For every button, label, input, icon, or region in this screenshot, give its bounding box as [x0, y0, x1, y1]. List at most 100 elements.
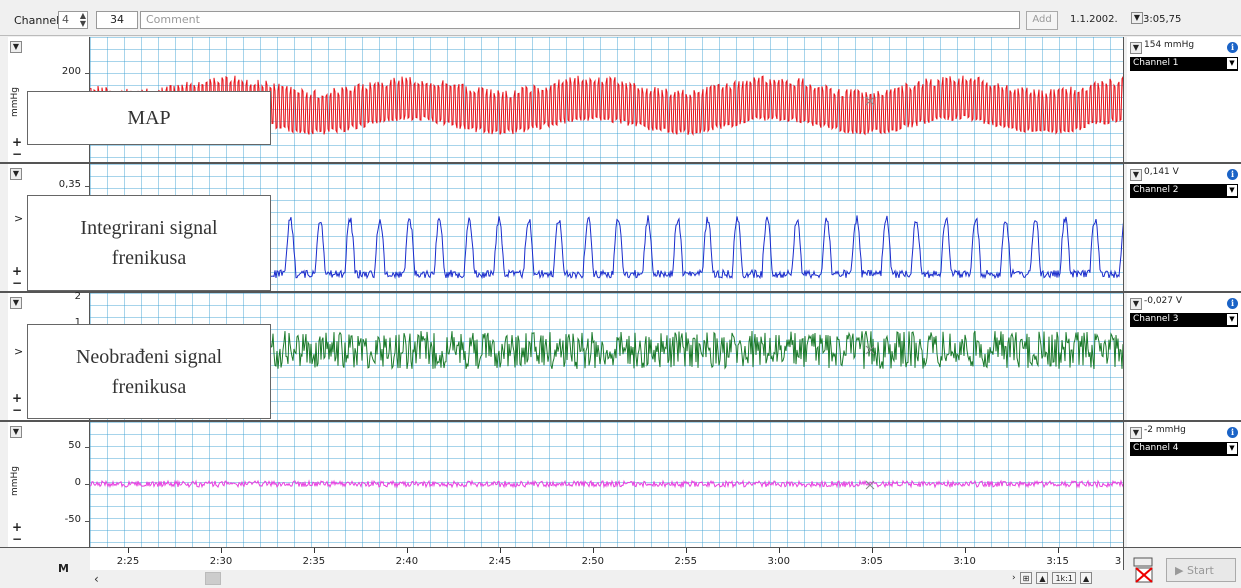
info-icon[interactable]: i: [1227, 427, 1238, 438]
time-tick: [220, 548, 222, 553]
channel-1-axis-menu-icon[interactable]: ▼: [10, 41, 22, 53]
channel-3-readout-dropdown-icon[interactable]: ▼: [1130, 298, 1142, 310]
expand-icon[interactable]: ▲: [1079, 572, 1093, 584]
channel-2-zoom-out-icon[interactable]: −: [12, 276, 23, 290]
add-comment-button[interactable]: Add: [1026, 11, 1058, 30]
time-tick-label: 2:25: [116, 556, 140, 567]
channel-2-side: ▼ 0,141 V i Channel 2 ▼: [1127, 164, 1241, 291]
spinner-arrows-icon[interactable]: ▲ ▼: [79, 11, 86, 28]
time-tick-label: 3:05: [860, 556, 883, 567]
channel-3-tick-2: 2: [74, 291, 81, 302]
channel-1-readout-dropdown-icon[interactable]: ▼: [1130, 42, 1142, 54]
channel-4-selector[interactable]: Channel 4 ▼: [1130, 442, 1238, 456]
channel-1-series: [90, 75, 1123, 137]
channel-4-tick-minus-50: -50: [64, 514, 81, 525]
channel-1-unit: mmHg: [10, 86, 20, 117]
info-icon[interactable]: i: [1227, 42, 1238, 53]
bottom-tools: › ⊞ ▲ 1k:1 ▲: [1012, 572, 1093, 584]
time-tick: [1057, 548, 1059, 553]
channel-1-cursor-marker: [865, 96, 875, 106]
time-tick: [685, 548, 687, 553]
channel-3-panel: ▼ 2 1 > + − ▼ -0,027 V i Channel 3 ▼ Neo…: [0, 291, 1241, 422]
channel-4-zoom-in-icon[interactable]: +: [12, 520, 23, 534]
time-tick-label: 3:10: [953, 556, 976, 567]
channel-4-readout: -2 mmHg: [1144, 425, 1186, 435]
channel-1-zoom-in-icon[interactable]: +: [12, 135, 23, 149]
scroll-left-icon[interactable]: ‹: [94, 572, 99, 586]
channel-1-zoom-out-icon[interactable]: −: [12, 147, 23, 161]
time-axis-bar: M 2:25 2:30 2:35 2:40 2:45 2:50 2:55 3:00 3:05 3:…: [0, 548, 1241, 588]
time-tick-label: 3:00: [767, 556, 790, 567]
channel-1-panel: ▼ mmHg 200 + − ▼ 154 mmHg i Channel 1 ▼ …: [0, 37, 1241, 164]
time-tick-label: 2:45: [488, 556, 512, 567]
cursor-time: 3:05,75: [1143, 14, 1182, 25]
block-number-field[interactable]: 34: [96, 11, 138, 29]
channel-1-name: Channel 1: [1133, 58, 1179, 68]
info-icon[interactable]: i: [1227, 298, 1238, 309]
play-icon: ▶: [1175, 564, 1184, 577]
time-dropdown-icon[interactable]: ▼: [1131, 12, 1143, 24]
channel-2-readout-dropdown-icon[interactable]: ▼: [1130, 169, 1142, 181]
channel-spinner[interactable]: 4 ▲ ▼: [58, 11, 88, 29]
channel-3-cursor-marker: [865, 345, 875, 355]
marker-icon[interactable]: M: [58, 562, 69, 575]
channel-2-panel: ▼ 0,35 > + − ▼ 0,141 V i Channel 2 ▼ Int…: [0, 164, 1241, 293]
time-tick: [499, 548, 501, 553]
time-tick: [778, 548, 780, 553]
channel-1-tick-200: 200: [61, 66, 81, 77]
channel-2-unit: >: [14, 212, 24, 225]
tick-mark: [85, 186, 89, 187]
time-tick-label: 2:35: [302, 556, 326, 567]
channel-2-selector[interactable]: Channel 2 ▼: [1130, 184, 1238, 198]
time-tick: [313, 548, 315, 553]
channel-3-axis-menu-icon[interactable]: ▼: [10, 297, 22, 309]
channel-3-side: ▼ -0,027 V i Channel 3 ▼: [1127, 293, 1241, 420]
tick-mark: [85, 447, 89, 448]
channel-1-trace: [90, 75, 1123, 137]
info-icon[interactable]: i: [1227, 169, 1238, 180]
compression-ratio[interactable]: 1k:1: [1052, 572, 1076, 584]
time-tick-label: 3: [1114, 556, 1122, 567]
raw-signal-annotation: Neobrađeni signal frenikusa: [27, 324, 271, 419]
channel-label: Channel:: [14, 14, 63, 27]
time-tick-label: 2:30: [209, 556, 233, 567]
raw-signal-line-1: Neobrađeni signal: [75, 345, 223, 368]
time-tick-label: 2:40: [395, 556, 419, 567]
chevron-down-icon: ▼: [1227, 58, 1237, 69]
channel-2-axis-menu-icon[interactable]: ▼: [10, 168, 22, 180]
channel-4-readout-dropdown-icon[interactable]: ▼: [1130, 427, 1142, 439]
fit-view-icon[interactable]: ⊞: [1019, 572, 1033, 584]
start-button[interactable]: ▶ Start: [1166, 558, 1236, 582]
toolbar: Channel: 4 ▲ ▼ 34 Comment Add 1.1.2002. ▼…: [0, 0, 1241, 36]
time-tick: [871, 548, 873, 553]
map-annotation: MAP: [27, 91, 271, 145]
channel-4-series: [90, 479, 1123, 489]
scrollbar-thumb[interactable]: [205, 572, 221, 585]
channel-1-selector[interactable]: Channel 1 ▼: [1130, 57, 1238, 71]
channel-4-axis: ▼ 50 0 -50 mmHg + −: [8, 422, 90, 547]
channel-4-side: ▼ -2 mmHg i Channel 4 ▼: [1127, 422, 1241, 547]
tick-mark: [85, 73, 89, 74]
channel-3-selector[interactable]: Channel 3 ▼: [1130, 313, 1238, 327]
channel-4-tick-50: 50: [68, 440, 81, 451]
channel-3-zoom-in-icon[interactable]: +: [12, 391, 23, 405]
channel-4-zoom-out-icon[interactable]: −: [12, 532, 23, 546]
integrated-signal-line-1: Integrirani signal: [80, 217, 218, 239]
channel-4-axis-menu-icon[interactable]: ▼: [10, 426, 22, 438]
channel-3-name: Channel 3: [1133, 314, 1179, 324]
time-tick: [592, 548, 594, 553]
recording-disabled-icon[interactable]: [1130, 556, 1160, 584]
channel-4-unit: mmHg: [10, 465, 20, 496]
chevron-down-icon: ▼: [1227, 185, 1237, 196]
channel-4-plot[interactable]: [90, 422, 1124, 547]
compress-icon[interactable]: ▲: [1036, 572, 1049, 584]
channel-4-trace: [90, 479, 1123, 490]
channel-3-zoom-out-icon[interactable]: −: [12, 403, 23, 417]
comment-input[interactable]: Comment: [140, 11, 1020, 29]
channel-1-side: ▼ 154 mmHg i Channel 1 ▼: [1127, 37, 1241, 162]
scroll-right-icon[interactable]: ›: [1012, 573, 1016, 583]
integrated-signal-line-2: frenikusa: [111, 247, 187, 269]
channel-4-panel: ▼ 50 0 -50 mmHg + − ▼ -2 mmHg i Channel …: [0, 422, 1241, 548]
channel-2-zoom-in-icon[interactable]: +: [12, 264, 23, 278]
channel-1-readout: 154 mmHg: [1144, 40, 1195, 50]
